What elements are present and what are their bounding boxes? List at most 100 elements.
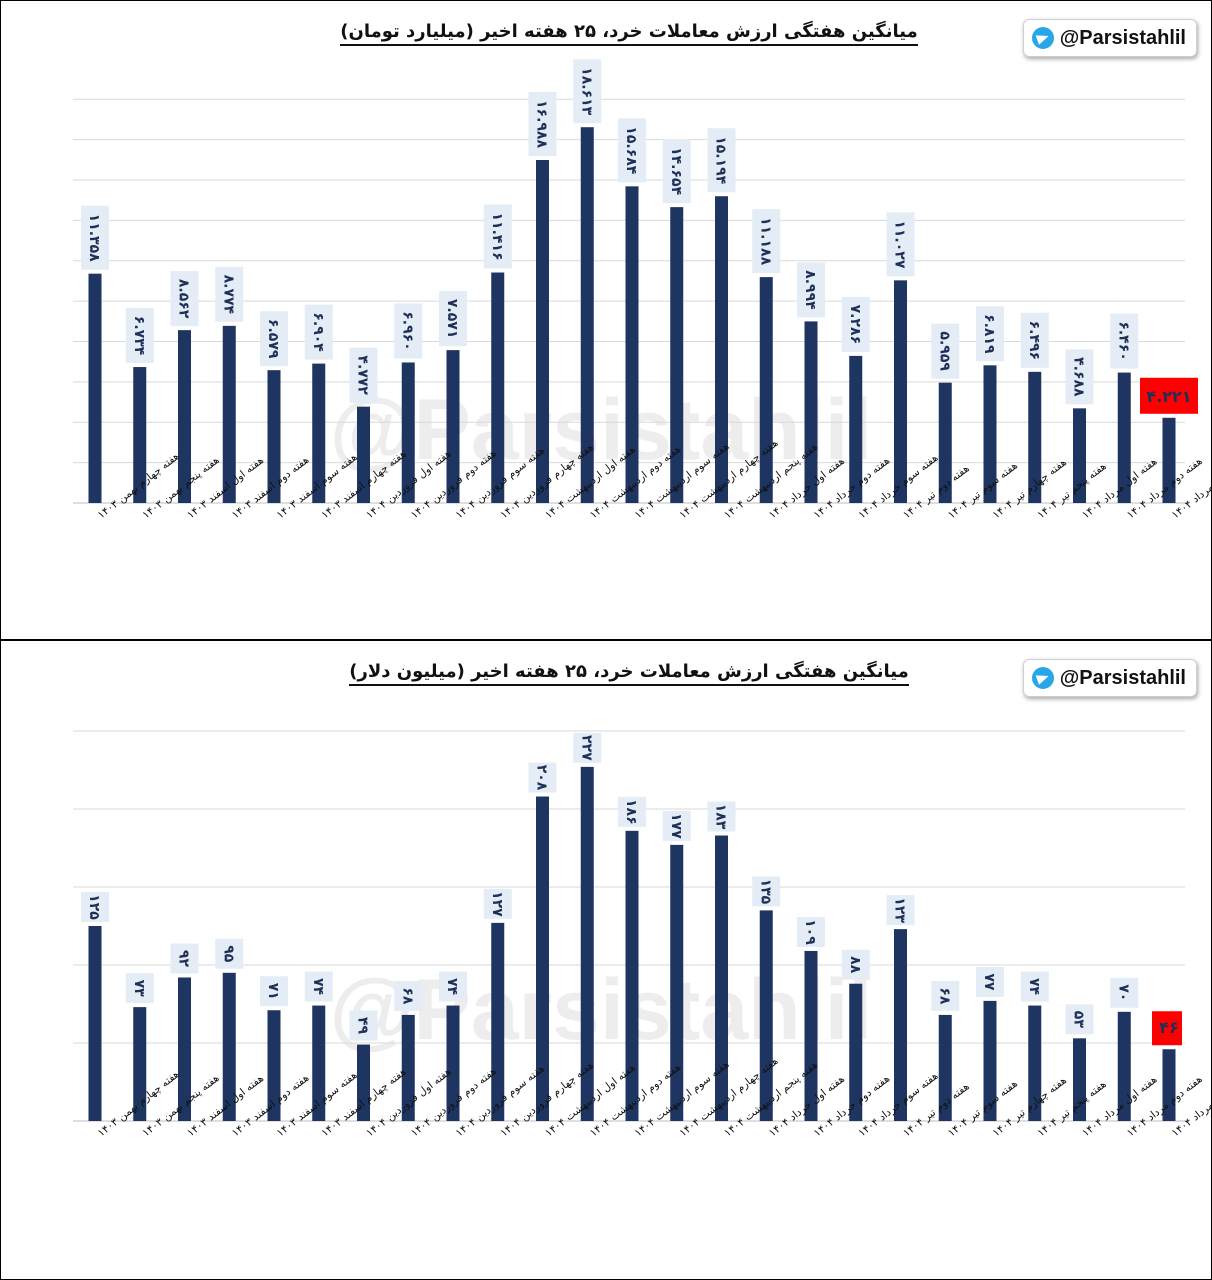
bar	[133, 367, 147, 503]
value-labels: ۱۱.۳۵۸ ۶.۷۳۴ ۸.۵۶۲ ۸.۷۷۴ ۶.۵۷۹ ۶.۹۰۴ ۴.۷۷۲ ۶.۹۶…	[81, 59, 1198, 414]
value-label: ۱۸.۶۱۳	[578, 67, 594, 115]
bar	[759, 277, 773, 503]
value-label-box	[797, 916, 825, 947]
value-label-box	[752, 209, 781, 274]
bar	[983, 1000, 997, 1121]
bar	[267, 370, 281, 503]
value-label: ۷.۲۸۶	[847, 305, 863, 345]
bar	[88, 273, 102, 503]
bar	[178, 330, 191, 503]
bar	[491, 922, 505, 1121]
bar	[1028, 371, 1042, 503]
value-label: ۹۲	[176, 950, 192, 968]
bar	[446, 1005, 460, 1121]
channel-badge[interactable]: @Parsistahlil	[1022, 659, 1197, 697]
value-label-box	[439, 291, 467, 347]
bar	[894, 280, 907, 503]
value-label-box	[618, 118, 646, 183]
value-label: ۱۰۹	[802, 919, 818, 945]
value-label: ۹۵	[220, 945, 236, 963]
bar	[1073, 408, 1086, 503]
value-label: ۴۶	[1159, 1018, 1179, 1037]
bar	[625, 830, 639, 1121]
value-label: ۴.۶۸۸	[1071, 357, 1087, 397]
value-label: ۷.۵۷۱	[444, 299, 460, 339]
bar	[670, 844, 684, 1121]
value-label: ۶.۸۱۹	[981, 314, 997, 354]
value-label: ۸.۵۶۲	[176, 279, 192, 319]
value-label: ۷۳	[131, 980, 147, 998]
bar	[804, 321, 818, 503]
bar	[401, 362, 415, 503]
channel-badge[interactable]: @Parsistahlil	[1022, 19, 1197, 57]
value-label: ۶.۹۶۰	[399, 311, 415, 351]
value-label-box	[528, 92, 557, 157]
value-label-box	[81, 205, 109, 270]
bar	[446, 350, 460, 503]
bar	[759, 910, 773, 1121]
bar	[804, 950, 818, 1121]
value-label-box	[483, 888, 512, 919]
value-label-box	[752, 876, 781, 907]
chart-panel-toman: میانگین هفتگی ارزش معاملات خرد، ۲۵ هفته …	[0, 0, 1212, 640]
bar	[938, 382, 952, 503]
value-label-box	[841, 949, 870, 980]
value-label: ۱۱.۴۱۶	[489, 212, 505, 260]
value-label: ۱۳۵	[757, 879, 773, 905]
value-label-box	[528, 762, 557, 793]
bar	[1117, 1011, 1131, 1121]
value-label-box	[841, 296, 870, 352]
value-label: ۵.۹۵۹	[936, 331, 952, 371]
value-label: ۴.۷۷۲	[355, 355, 371, 395]
bars	[88, 766, 1176, 1121]
value-label: ۱۱.۰۲۷	[892, 220, 908, 268]
value-label: ۶.۷۳۴	[131, 316, 147, 356]
value-label-box	[483, 204, 512, 269]
value-label-box	[394, 303, 423, 359]
value-label-box	[1065, 1004, 1094, 1035]
channel-handle: @Parsistahlil	[1059, 666, 1186, 689]
value-label-box	[304, 304, 333, 360]
value-label-box	[886, 212, 915, 277]
value-label: ۲۰۸	[534, 765, 550, 791]
bar	[536, 160, 549, 503]
value-label: ۱۸۶	[623, 799, 639, 825]
value-label: ۱۴.۶۵۴	[668, 147, 684, 195]
value-label: ۱۱.۳۵۸	[86, 214, 102, 262]
bar	[1117, 372, 1131, 503]
value-label: ۷۰	[1115, 984, 1131, 1001]
bar	[312, 363, 326, 503]
value-label: ۸۸	[847, 956, 863, 974]
value-label-box	[976, 966, 1004, 997]
bar	[88, 926, 102, 1121]
channel-handle: @Parsistahlil	[1059, 26, 1186, 49]
value-label-box	[125, 973, 154, 1004]
value-label-box	[886, 895, 915, 926]
chart-title: میانگین هفتگی ارزش معاملات خرد، ۲۵ هفته …	[1, 21, 1211, 46]
bar	[1028, 1005, 1042, 1121]
value-label: ۱۸۳	[713, 804, 729, 830]
value-label: ۶۸	[399, 987, 415, 1005]
telegram-icon	[1031, 27, 1054, 49]
value-label-box	[170, 271, 199, 327]
value-label-box	[931, 323, 960, 379]
value-label-box	[215, 938, 244, 969]
value-label-box	[662, 810, 691, 841]
value-label-box	[1020, 971, 1049, 1002]
value-label-box	[1152, 1011, 1182, 1046]
value-label-box	[931, 980, 960, 1011]
bar	[670, 207, 684, 503]
value-label-box	[260, 976, 288, 1007]
value-label: ۸.۷۷۴	[220, 275, 236, 315]
bar-chart-dollar: ۱۲۵ ۷۳ ۹۲ ۹۵ ۷۱ ۷۴ ۴۹ ۶۸ ۷۴ ۱۲۷ ۲۰۸ ۲۲۷ ۱۸۶ ۱۷۷ ۱۸۳ ۱۳۵…	[73, 730, 1211, 1139]
value-label: ۱۶.۹۸۸	[534, 100, 550, 148]
bar	[222, 972, 236, 1121]
bar	[312, 1005, 326, 1121]
value-label-box	[1065, 349, 1094, 405]
value-label-box	[394, 980, 423, 1011]
bar	[849, 355, 863, 503]
value-label: ۶۸	[936, 987, 952, 1005]
bar	[1162, 417, 1176, 503]
bar	[491, 272, 505, 503]
